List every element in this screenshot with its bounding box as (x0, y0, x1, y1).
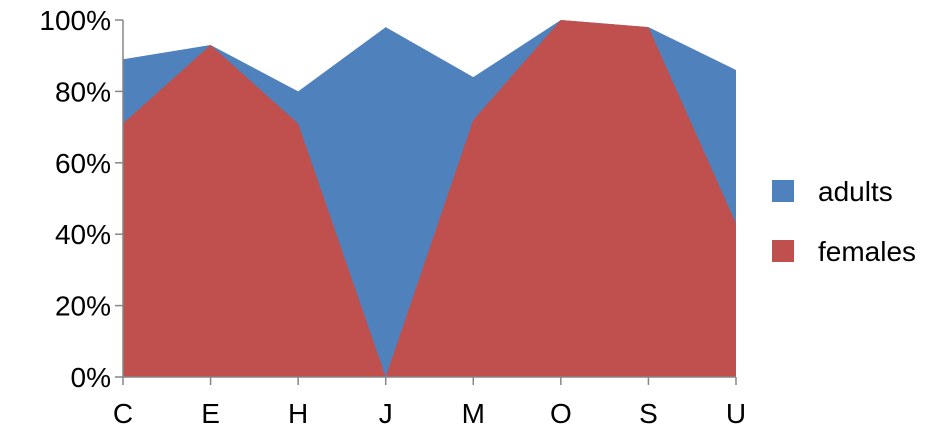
legend-swatch (772, 240, 794, 262)
axes (122, 20, 736, 378)
x-tick-label: H (288, 398, 308, 429)
x-tick-label: J (379, 398, 393, 429)
y-tick-label: 40% (55, 219, 111, 250)
x-tick-label: C (113, 398, 133, 429)
y-tick-label: 100% (39, 5, 111, 36)
x-tick-label: U (726, 398, 746, 429)
legend-item-females: females (772, 236, 916, 267)
legend: adults females (772, 176, 916, 267)
x-tick-label: E (201, 398, 220, 429)
y-tick-label: 60% (55, 148, 111, 179)
area-females (123, 20, 736, 377)
y-axis-ticks: 0% 20% 40% 60% 80% 100% (39, 5, 123, 393)
x-tick-label: M (462, 398, 485, 429)
y-tick-label: 20% (55, 291, 111, 322)
legend-label: adults (818, 176, 893, 207)
y-tick-label: 0% (71, 362, 111, 393)
series-areas (123, 20, 736, 377)
legend-item-adults: adults (772, 176, 893, 207)
y-tick-label: 80% (55, 76, 111, 107)
legend-swatch (772, 180, 794, 202)
legend-label: females (818, 236, 916, 267)
x-tick-label: S (639, 398, 658, 429)
x-tick-label: O (550, 398, 572, 429)
series-females (123, 20, 736, 377)
